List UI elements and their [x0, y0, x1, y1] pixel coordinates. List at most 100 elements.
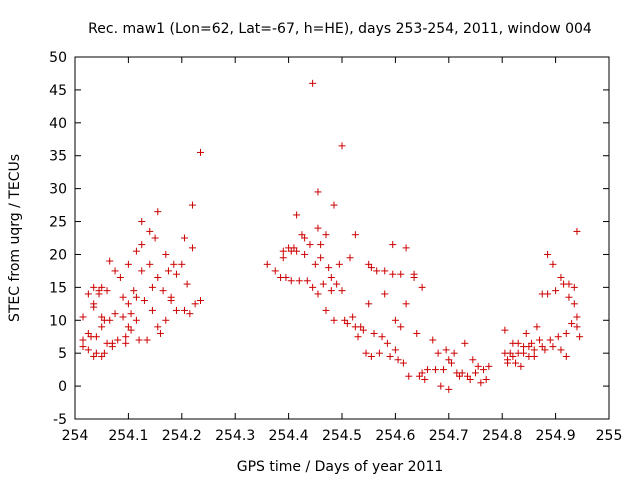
- data-point: [196, 297, 204, 305]
- data-point: [279, 254, 287, 262]
- data-point: [546, 336, 554, 344]
- data-point: [429, 336, 437, 344]
- data-point: [130, 287, 138, 295]
- data-point: [389, 270, 397, 278]
- data-point: [391, 316, 399, 324]
- data-point: [375, 349, 383, 357]
- x-tick-label: 254.4: [269, 428, 309, 444]
- data-point: [573, 227, 581, 235]
- y-tick-label: 35: [49, 149, 67, 165]
- data-point: [317, 254, 325, 262]
- data-point: [314, 188, 322, 196]
- data-point: [402, 300, 410, 308]
- data-point: [172, 306, 180, 314]
- data-point: [520, 349, 528, 357]
- data-point: [186, 310, 194, 318]
- data-point: [98, 323, 106, 331]
- data-point: [79, 343, 87, 351]
- data-point: [338, 142, 346, 150]
- data-point: [439, 366, 447, 374]
- data-point: [509, 352, 517, 360]
- plot-frame: [74, 56, 610, 420]
- data-point: [418, 369, 426, 377]
- data-point: [148, 283, 156, 291]
- data-point: [541, 346, 549, 354]
- data-point: [365, 300, 373, 308]
- data-point: [127, 326, 135, 334]
- data-point: [106, 316, 114, 324]
- data-point: [151, 234, 159, 242]
- data-point: [397, 270, 405, 278]
- x-tick-label: 254.8: [482, 428, 522, 444]
- x-tick-label: 254.3: [215, 428, 255, 444]
- axis-ticks: 254 254.1 254.2 254.3 254.4 254.5 254.6 254.7 25…: [49, 50, 622, 444]
- data-point: [549, 343, 557, 351]
- data-point: [485, 362, 493, 370]
- data-point: [162, 250, 170, 258]
- data-point: [322, 306, 330, 314]
- data-point: [437, 382, 445, 390]
- data-point: [146, 227, 154, 235]
- data-point: [482, 376, 490, 384]
- data-point: [458, 369, 466, 377]
- data-point: [367, 264, 375, 272]
- data-point: [306, 241, 314, 249]
- data-point: [132, 247, 140, 255]
- data-point: [431, 366, 439, 374]
- data-point: [447, 359, 455, 367]
- y-tick-label: -5: [53, 412, 67, 428]
- data-point: [135, 336, 143, 344]
- y-tick-label: 25: [49, 215, 67, 231]
- data-point: [533, 323, 541, 331]
- data-point: [79, 336, 87, 344]
- data-point: [421, 376, 429, 384]
- x-tick-label: 254.6: [375, 428, 415, 444]
- data-point: [106, 257, 114, 265]
- data-point: [333, 280, 341, 288]
- data-point: [522, 329, 530, 337]
- data-point: [405, 372, 413, 380]
- data-point: [327, 273, 335, 281]
- data-point: [124, 260, 132, 268]
- data-point: [397, 323, 405, 331]
- data-point: [138, 241, 146, 249]
- data-point: [469, 356, 477, 364]
- data-point: [391, 346, 399, 354]
- data-point: [351, 231, 359, 239]
- data-point: [383, 339, 391, 347]
- data-point: [122, 333, 130, 341]
- x-tick-label: 254.7: [429, 428, 469, 444]
- data-point: [122, 339, 130, 347]
- data-point: [170, 260, 178, 268]
- data-point: [148, 306, 156, 314]
- data-point: [381, 267, 389, 275]
- data-point: [461, 339, 469, 347]
- data-point: [311, 260, 319, 268]
- data-point: [188, 201, 196, 209]
- data-point: [167, 297, 175, 305]
- data-point: [335, 260, 343, 268]
- y-tick-label: 45: [49, 83, 67, 99]
- data-point: [466, 376, 474, 384]
- data-point: [394, 356, 402, 364]
- y-tick-label: 40: [49, 116, 67, 132]
- data-point: [565, 280, 573, 288]
- data-point: [119, 313, 127, 321]
- data-point: [314, 290, 322, 298]
- data-point: [362, 349, 370, 357]
- data-point: [98, 283, 106, 291]
- data-point: [330, 316, 338, 324]
- data-point: [90, 303, 98, 311]
- data-point: [282, 273, 290, 281]
- data-point: [568, 320, 576, 328]
- data-point: [501, 326, 509, 334]
- data-point: [378, 333, 386, 341]
- data-point: [301, 234, 309, 242]
- data-point: [90, 283, 98, 291]
- data-point: [399, 359, 407, 367]
- data-point: [472, 369, 479, 377]
- data-point: [132, 316, 140, 324]
- data-point: [196, 148, 204, 156]
